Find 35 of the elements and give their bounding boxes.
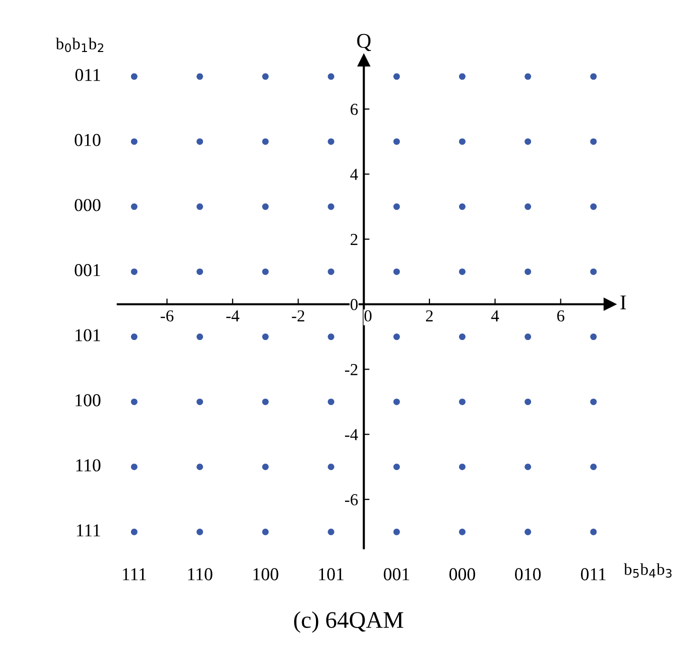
y-tick-label: -4 — [345, 429, 358, 440]
text: 001 — [384, 568, 410, 580]
text: 000 — [449, 568, 476, 580]
text: 100 — [253, 568, 278, 580]
x-tick-label: -4 — [226, 310, 240, 322]
text: 110 — [188, 568, 212, 580]
text: 110 — [76, 459, 100, 472]
text: 111 — [122, 568, 146, 580]
x-tick-label: 2 — [426, 310, 433, 322]
y-tick-label: -2 — [345, 364, 358, 376]
text: 011 — [580, 568, 606, 580]
y-tick-label: 4 — [350, 168, 358, 180]
text: 010 — [515, 568, 541, 580]
text: 101 — [76, 329, 100, 342]
text: b$_{0}$b$_{1}$b$_{2}$ — [56, 38, 104, 52]
text: b$_{5}$b$_{4}$b$_{3}$ — [624, 563, 672, 578]
y-tick-label: 2 — [350, 234, 358, 245]
text: 101 — [319, 568, 344, 580]
y-tick-label: 0 — [350, 298, 358, 310]
x-tick-label: 6 — [557, 310, 564, 322]
y-tick-label: -6 — [345, 494, 358, 506]
text: 100 — [76, 394, 100, 406]
x-tick-label: -2 — [292, 310, 304, 322]
text: 010 — [74, 134, 100, 146]
text: (c) 64QAM — [294, 611, 404, 633]
text: 111 — [76, 524, 100, 536]
x-axis-title: I — [620, 296, 626, 310]
x-tick-label: 0 — [364, 310, 372, 322]
y-axis-title: Q — [357, 34, 371, 52]
x-tick-label: 4 — [491, 310, 499, 322]
x-tick-label: -6 — [160, 310, 174, 322]
text: 011 — [75, 68, 100, 82]
text: 000 — [74, 198, 100, 212]
y-tick-label: 6 — [350, 104, 358, 116]
text: 001 — [74, 264, 100, 276]
